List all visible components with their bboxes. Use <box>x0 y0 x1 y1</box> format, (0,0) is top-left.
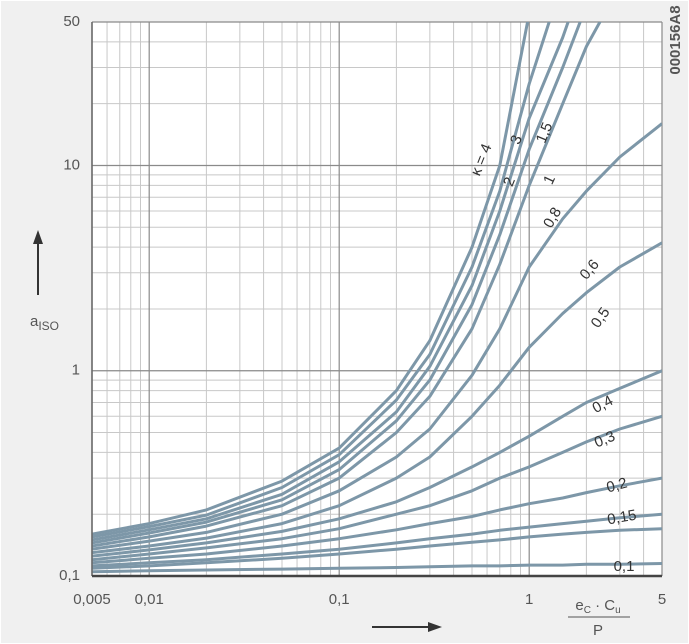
x-label-part: · C <box>591 597 615 614</box>
curve <box>92 22 551 539</box>
curve <box>92 414 662 562</box>
y-tick-label: 50 <box>63 13 80 30</box>
curve <box>92 22 582 545</box>
curve <box>92 369 662 558</box>
curve <box>92 241 662 555</box>
x-tick-label: 5 <box>658 591 666 608</box>
curve-label: 0,2 <box>605 475 630 497</box>
y-tick-label: 0,1 <box>59 567 80 584</box>
curve <box>92 527 662 570</box>
x-label-sub: C <box>584 605 591 616</box>
x-tick-label: 0,01 <box>135 591 164 608</box>
y-axis-label: aISO <box>30 313 59 333</box>
x-label-denominator: P <box>593 622 603 639</box>
y-arrowhead <box>33 230 43 244</box>
x-label-part: e <box>575 597 583 614</box>
y-label-sub: ISO <box>38 319 59 333</box>
curve <box>92 476 662 565</box>
curve-label: 0,1 <box>614 558 635 575</box>
curve-label: 0,15 <box>606 507 638 529</box>
curve <box>92 22 570 542</box>
curve <box>92 22 602 548</box>
curve <box>92 122 662 551</box>
figure-code: 000156A8 <box>667 5 684 74</box>
x-axis-label-numerator: eC · Cu <box>575 597 620 616</box>
curve <box>92 562 662 574</box>
curve <box>92 22 530 536</box>
x-arrowhead <box>428 622 442 632</box>
curves <box>92 22 662 574</box>
x-label-sub: u <box>615 605 621 616</box>
y-tick-label: 10 <box>63 156 80 173</box>
curve <box>92 512 662 568</box>
x-tick-label: 1 <box>525 591 533 608</box>
x-tick-label: 0,1 <box>329 591 350 608</box>
curve-label: 0,3 <box>592 428 618 452</box>
plot-area <box>92 22 662 576</box>
y-label-main: a <box>30 313 39 330</box>
curve-label: 1,5 <box>533 120 557 146</box>
x-tick-label: 0,005 <box>73 591 111 608</box>
y-tick-label: 1 <box>72 362 80 379</box>
